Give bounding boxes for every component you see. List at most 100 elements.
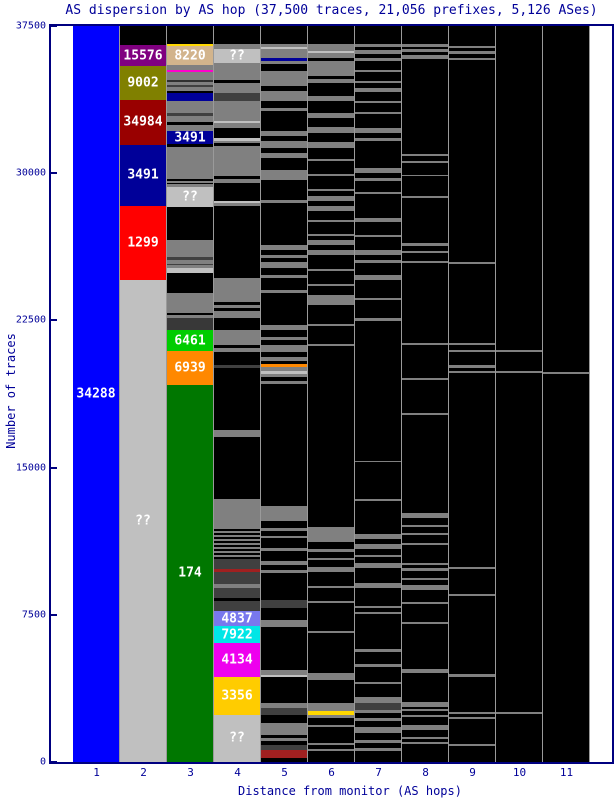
segment [496, 349, 542, 352]
segment [496, 714, 542, 762]
segment-as-174: 174 [167, 385, 213, 762]
chart-title: AS dispersion by AS hop (37,500 traces, … [65, 3, 598, 18]
segment [261, 744, 307, 750]
segment [355, 141, 401, 168]
segment [261, 560, 307, 566]
segment [402, 716, 448, 725]
segment [355, 555, 401, 558]
plot-area: 34288 15576 9002 34984 3491 1299?? 8220 3491?? 6… [49, 24, 614, 764]
segment [355, 87, 401, 93]
segment [214, 305, 260, 309]
segment [355, 46, 401, 50]
segment [449, 566, 495, 569]
segment [402, 344, 448, 378]
segment [402, 377, 448, 380]
segment [402, 414, 448, 513]
segment-label: 34984 [123, 114, 163, 130]
segment [402, 343, 448, 345]
segment [167, 79, 213, 82]
segment [214, 550, 260, 553]
segment [402, 741, 448, 744]
segment [355, 534, 401, 540]
segment [308, 325, 354, 344]
segment [261, 344, 307, 352]
segment [355, 499, 401, 502]
segment [308, 345, 354, 528]
segment [261, 170, 307, 181]
segment [449, 745, 495, 762]
segment [308, 188, 354, 191]
segment [214, 140, 260, 143]
segment [449, 368, 495, 371]
segment [261, 351, 307, 358]
segment [402, 54, 448, 59]
segment [355, 133, 401, 139]
x-tick-label-9: 9 [469, 766, 476, 779]
bar-hop-2: 15576 9002 34984 3491 1299?? [120, 26, 167, 762]
segment [449, 743, 495, 746]
segment [402, 709, 448, 712]
segment [308, 742, 354, 745]
segment [214, 137, 260, 141]
segment [214, 364, 260, 368]
segment [496, 26, 542, 350]
segment [355, 172, 401, 178]
segment [308, 236, 354, 241]
segment [308, 283, 354, 286]
segment [214, 100, 260, 121]
segment [308, 567, 354, 573]
segment [308, 717, 354, 725]
segment-as-unknown: ?? [120, 279, 166, 762]
segment-label: 3491 [174, 130, 206, 146]
segment [308, 552, 354, 559]
segment [261, 107, 307, 111]
segment [402, 579, 448, 585]
segment [261, 675, 307, 678]
segment-as-3491: 3491 [167, 130, 213, 146]
segment [214, 206, 260, 279]
segment [355, 587, 401, 606]
segment [449, 372, 495, 567]
segment [214, 278, 260, 303]
segment-as-unknown: ?? [214, 48, 260, 63]
segment [449, 262, 495, 265]
segment-label: ?? [135, 513, 151, 529]
segment [167, 260, 213, 265]
segment [167, 268, 213, 274]
segment [308, 750, 354, 762]
y-tick-mark [51, 319, 57, 322]
segment [308, 672, 354, 680]
segment [355, 732, 401, 740]
segment [167, 265, 213, 269]
segment [261, 277, 307, 290]
segment [308, 78, 354, 83]
segment [355, 191, 401, 194]
segment [355, 717, 401, 721]
segment [214, 351, 260, 365]
segment [214, 588, 260, 598]
segment [261, 324, 307, 330]
segment [308, 234, 354, 237]
segment [261, 537, 307, 548]
segment [355, 193, 401, 218]
segment [167, 71, 213, 76]
segment-label: 7922 [221, 627, 253, 643]
segment [308, 219, 354, 222]
segment [167, 240, 213, 254]
segment [355, 255, 401, 261]
segment [261, 702, 307, 708]
segment [214, 200, 260, 203]
segment [261, 505, 307, 521]
segment [261, 377, 307, 381]
segment [261, 383, 307, 506]
segment [308, 270, 354, 284]
segment [167, 293, 213, 311]
segment [167, 257, 213, 261]
segment [214, 44, 260, 49]
y-tick-mark [51, 761, 57, 763]
segment [449, 365, 495, 368]
segment [402, 198, 448, 244]
segment [214, 182, 260, 201]
segment [355, 57, 401, 61]
segment [308, 268, 354, 271]
